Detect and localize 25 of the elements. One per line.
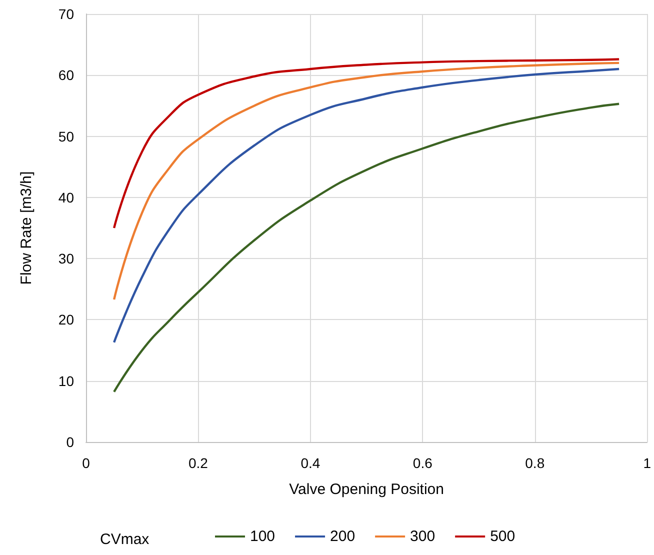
line-series (112, 102, 620, 393)
x-axis-title: Valve Opening Position (289, 481, 444, 498)
y-axis-title: Flow Rate [m3/h] (18, 171, 35, 285)
legend-label: 500 (490, 528, 516, 545)
x-tick-label: 0 (82, 455, 90, 471)
x-tick-label: 0.4 (300, 455, 320, 471)
line-series (112, 58, 620, 230)
y-tick-label: 40 (58, 189, 74, 206)
y-tick-label: 20 (58, 312, 74, 328)
line-series (112, 62, 620, 301)
y-tick-label: 0 (66, 434, 74, 450)
y-tick-label: 60 (58, 67, 74, 84)
y-tick-label: 30 (58, 250, 74, 267)
x-tick-label: 0.8 (525, 455, 545, 471)
x-tick-label: 0.2 (188, 455, 208, 471)
legend-label: 200 (330, 528, 356, 545)
line-series (112, 68, 620, 344)
y-tick-label: 50 (58, 128, 74, 144)
legend-label: 100 (250, 528, 276, 545)
y-tick-label: 10 (58, 372, 74, 389)
legend-label: 300 (410, 528, 436, 545)
x-tick-label: 0.6 (412, 455, 433, 471)
x-tick-label: 1 (643, 455, 652, 471)
legend-title: CVmax (100, 531, 150, 548)
y-tick-label: 70 (58, 6, 74, 22)
